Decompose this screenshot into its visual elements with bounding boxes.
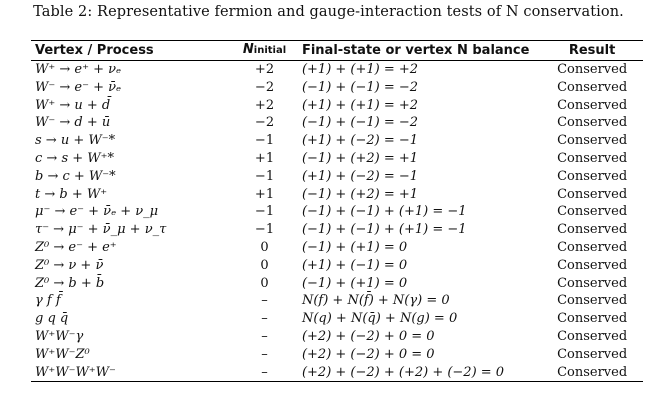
result-cell: Conserved xyxy=(557,168,628,184)
balance-cell: (−1) + (+1) = 0 xyxy=(301,239,408,255)
header-n-subscript: initial xyxy=(253,45,287,56)
balance-cell: (+1) + (−2) = −1 xyxy=(301,133,419,149)
balance-cell: (−1) + (−1) = −2 xyxy=(301,115,419,131)
n-initial-cell: – xyxy=(261,311,268,327)
balance-cell: (+2) + (−2) + (+2) + (−2) = 0 xyxy=(301,364,505,380)
process-cell: b → c + W⁻* xyxy=(35,168,116,184)
header-balance: Final-state or vertex N balance xyxy=(301,42,530,58)
balance-cell: (−1) + (+2) = +1 xyxy=(301,186,419,202)
table-row: W⁻ → e⁻ + ν̄ₑ −2 (−1) + (−1) = −2 Conserved xyxy=(31,79,643,97)
result-cell: Conserved xyxy=(557,311,628,327)
result-cell: Conserved xyxy=(557,97,628,113)
balance-cell: N(f) + N(f̄) + N(γ) = 0 xyxy=(301,293,450,309)
table-row: W⁺W⁻Z⁰ – (+2) + (−2) + 0 = 0 Conserved xyxy=(31,346,643,364)
result-cell: Conserved xyxy=(557,275,628,291)
result-cell: Conserved xyxy=(557,364,628,380)
result-cell: Conserved xyxy=(557,257,628,273)
header-n-symbol: N xyxy=(242,42,254,57)
result-cell: Conserved xyxy=(557,62,628,77)
n-initial-cell: – xyxy=(261,328,268,344)
n-initial-cell: 0 xyxy=(260,239,269,255)
balance-cell: (−1) + (−1) = −2 xyxy=(301,79,419,95)
header-n-initial: Ninitial xyxy=(233,41,296,61)
process-cell: c → s + W⁺* xyxy=(35,150,114,166)
balance-cell: (+1) + (−2) = −1 xyxy=(301,168,419,184)
process-cell: τ⁻ → μ⁻ + ν̄_μ + ν_τ xyxy=(35,222,167,238)
balance-cell: (+2) + (−2) + 0 = 0 xyxy=(301,346,435,362)
result-cell: Conserved xyxy=(557,204,628,220)
process-cell: γ f f̄ xyxy=(35,293,61,309)
table-row: b → c + W⁻* −1 (+1) + (−2) = −1 Conserved xyxy=(31,168,643,186)
conservation-table: Vertex / Process Ninitial Final-state or… xyxy=(31,40,643,382)
table-header-row: Vertex / Process Ninitial Final-state or… xyxy=(31,40,643,61)
balance-cell: (+1) + (−1) = 0 xyxy=(301,257,408,273)
n-initial-cell: −2 xyxy=(254,79,275,95)
n-initial-cell: −1 xyxy=(254,222,275,238)
result-cell: Conserved xyxy=(557,186,628,202)
result-cell: Conserved xyxy=(557,79,628,95)
process-cell: Z⁰ → b + b̄ xyxy=(35,275,105,291)
result-cell: Conserved xyxy=(557,293,628,309)
process-cell: W⁻ → e⁻ + ν̄ₑ xyxy=(35,79,122,95)
balance-cell: (+1) + (+1) = +2 xyxy=(301,62,419,77)
result-cell: Conserved xyxy=(557,150,628,166)
process-cell: g q q̄ xyxy=(35,311,69,327)
table-row: γ f f̄ – N(f) + N(f̄) + N(γ) = 0 Conserved xyxy=(31,292,643,310)
n-initial-cell: 0 xyxy=(260,275,269,291)
process-cell: μ⁻ → e⁻ + ν̄ₑ + ν_μ xyxy=(35,204,159,220)
process-cell: s → u + W⁻* xyxy=(35,133,116,149)
n-initial-cell: – xyxy=(261,346,268,362)
balance-cell: (−1) + (+2) = +1 xyxy=(301,150,419,166)
balance-cell: (−1) + (−1) + (+1) = −1 xyxy=(301,222,467,238)
balance-cell: (+1) + (+1) = +2 xyxy=(301,97,419,113)
table-row: g q q̄ – N(q) + N(q̄) + N(g) = 0 Conserved xyxy=(31,310,643,328)
process-cell: Z⁰ → ν + ν̄ xyxy=(35,257,104,273)
result-cell: Conserved xyxy=(557,115,628,131)
table-row: W⁺ → u + d̄ +2 (+1) + (+1) = +2 Conserved xyxy=(31,97,643,115)
process-cell: Z⁰ → e⁻ + e⁺ xyxy=(35,239,117,255)
n-initial-cell: −2 xyxy=(254,115,275,131)
n-initial-cell: +1 xyxy=(254,186,275,202)
table-row: W⁺W⁻W⁺W⁻ – (+2) + (−2) + (+2) + (−2) = 0 Co… xyxy=(31,364,643,382)
process-cell: W⁻ → d + ū xyxy=(35,115,111,131)
n-initial-cell: – xyxy=(261,364,268,380)
n-initial-cell: −1 xyxy=(254,204,275,220)
table-row: s → u + W⁻* −1 (+1) + (−2) = −1 Conserved xyxy=(31,132,643,150)
process-cell: W⁺W⁻Z⁰ xyxy=(35,346,90,362)
result-cell: Conserved xyxy=(557,133,628,149)
result-cell: Conserved xyxy=(557,346,628,362)
n-initial-cell: −1 xyxy=(254,168,275,184)
table-row: τ⁻ → μ⁻ + ν̄_μ + ν_τ −1 (−1) + (−1) + (+1)… xyxy=(31,221,643,239)
process-cell: t → b + W⁺ xyxy=(35,186,108,202)
balance-cell: (−1) + (−1) + (+1) = −1 xyxy=(301,204,467,220)
result-cell: Conserved xyxy=(557,222,628,238)
header-result: Result xyxy=(568,42,616,58)
process-cell: W⁺ → e⁺ + νₑ xyxy=(35,62,122,77)
table-row: μ⁻ → e⁻ + ν̄ₑ + ν_μ −1 (−1) + (−1) + (+1) … xyxy=(31,203,643,221)
balance-cell: (+2) + (−2) + 0 = 0 xyxy=(301,328,435,344)
process-cell: W⁺W⁻W⁺W⁻ xyxy=(35,364,116,380)
table-row: W⁻ → d + ū −2 (−1) + (−1) = −2 Conserved xyxy=(31,114,643,132)
table-caption: Table 2: Representative fermion and gaug… xyxy=(33,4,624,20)
n-initial-cell: +2 xyxy=(254,62,275,77)
balance-cell: N(q) + N(q̄) + N(g) = 0 xyxy=(301,311,458,327)
table-row: Z⁰ → ν + ν̄ 0 (+1) + (−1) = 0 Conserved xyxy=(31,257,643,275)
n-initial-cell: +1 xyxy=(254,150,275,166)
result-cell: Conserved xyxy=(557,239,628,255)
process-cell: W⁺ → u + d̄ xyxy=(35,97,111,113)
table-row: Z⁰ → b + b̄ 0 (−1) + (+1) = 0 Conserved xyxy=(31,275,643,293)
result-cell: Conserved xyxy=(557,328,628,344)
table-row: Z⁰ → e⁻ + e⁺ 0 (−1) + (+1) = 0 Conserved xyxy=(31,239,643,257)
table-row: W⁺W⁻γ – (+2) + (−2) + 0 = 0 Conserved xyxy=(31,328,643,346)
n-initial-cell: – xyxy=(261,293,268,309)
n-initial-cell: +2 xyxy=(254,97,275,113)
balance-cell: (−1) + (+1) = 0 xyxy=(301,275,408,291)
table-row: t → b + W⁺ +1 (−1) + (+2) = +1 Conserved xyxy=(31,186,643,204)
table-row: c → s + W⁺* +1 (−1) + (+2) = +1 Conserved xyxy=(31,150,643,168)
process-cell: W⁺W⁻γ xyxy=(35,328,84,344)
header-process: Vertex / Process xyxy=(35,42,154,58)
n-initial-cell: 0 xyxy=(260,257,269,273)
table-row: W⁺ → e⁺ + νₑ +2 (+1) + (+1) = +2 Conserved xyxy=(31,61,643,79)
n-initial-cell: −1 xyxy=(254,133,275,149)
